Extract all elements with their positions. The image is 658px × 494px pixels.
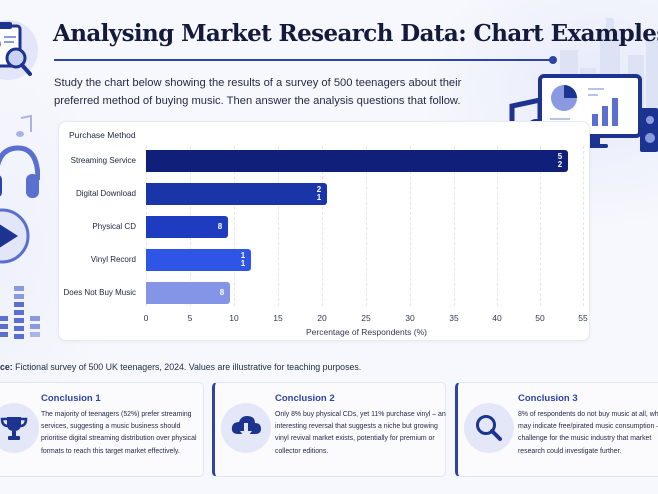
bar-value-label: 8 xyxy=(217,222,223,231)
gridline xyxy=(366,146,367,306)
conclusion-card-3: Conclusion 3 8% of respondents do not bu… xyxy=(455,382,658,477)
bar-vinyl-record[interactable]: 11 xyxy=(146,249,251,271)
conclusion-card-1: Conclusion 1 The majority of teenagers (… xyxy=(0,382,204,477)
y-axis-title: Purchase Method xyxy=(69,130,136,140)
x-tick: 50 xyxy=(535,313,545,323)
category-label: Does Not Buy Music xyxy=(63,288,136,297)
play-button-icon xyxy=(0,208,30,264)
x-tick: 30 xyxy=(405,313,415,323)
page-title: Analysing Market Research Data: Chart Ex… xyxy=(53,20,658,47)
x-tick: 40 xyxy=(492,313,502,323)
bar-value-label: 52 xyxy=(557,152,563,169)
bar-value-label: 21 xyxy=(316,185,322,202)
gridline xyxy=(497,146,498,306)
bar-does-not-buy-music[interactable]: 8 xyxy=(146,282,230,304)
category-label: Digital Download xyxy=(75,189,136,198)
x-axis-title: Percentage of Respondents (%) xyxy=(306,327,427,337)
x-tick: 55 xyxy=(578,313,588,323)
x-tick: 10 xyxy=(229,313,239,323)
source-note: ce: Fictional survey of 500 UK teenagers… xyxy=(0,362,361,372)
bar-physical-cd[interactable]: 8 xyxy=(146,216,228,238)
x-tick: 35 xyxy=(449,313,459,323)
source-prefix: ce: xyxy=(0,362,13,372)
conclusion-text: Only 8% buy physical CDs, yet 11% purcha… xyxy=(275,411,446,455)
equalizer-icon xyxy=(0,286,40,339)
gridline xyxy=(234,146,235,306)
gridline xyxy=(540,146,541,306)
x-tick: 20 xyxy=(317,313,327,323)
gridline xyxy=(278,146,279,306)
conclusion-title: Conclusion 2 xyxy=(275,393,335,404)
title-underline-dot xyxy=(549,56,557,64)
gridline xyxy=(583,146,584,306)
bar-value-label: 11 xyxy=(240,251,246,268)
conclusion-text: The majority of teenagers (52%) prefer s… xyxy=(41,411,197,455)
source-text: Fictional survey of 500 UK teenagers, 20… xyxy=(12,362,362,372)
magnifier-icon xyxy=(464,403,514,453)
x-tick: 25 xyxy=(361,313,371,323)
bar-streaming-service[interactable]: 52 xyxy=(146,150,568,172)
title-underline xyxy=(54,59,554,61)
category-label: Physical CD xyxy=(92,222,136,231)
conclusion-text: 8% of respondents do not buy music at al… xyxy=(518,411,658,455)
x-tick: 0 xyxy=(143,313,149,323)
music-note-icon xyxy=(16,114,32,137)
gridline xyxy=(454,146,455,306)
cloud-download-icon xyxy=(221,403,271,453)
conclusion-title: Conclusion 3 xyxy=(518,393,578,404)
trophy-icon xyxy=(0,403,39,453)
headphones-icon xyxy=(0,145,40,198)
clipboard-analysis-icon xyxy=(0,20,38,80)
conclusion-card-2: Conclusion 2 Only 8% buy physical CDs, y… xyxy=(212,382,446,477)
category-label: Vinyl Record xyxy=(90,255,136,264)
speaker-icon xyxy=(640,108,658,152)
category-label: Streaming Service xyxy=(70,156,136,165)
gridline xyxy=(322,146,323,306)
conclusion-title: Conclusion 1 xyxy=(41,393,101,404)
x-tick: 15 xyxy=(273,313,283,323)
bar-digital-download[interactable]: 21 xyxy=(146,183,327,205)
gridline xyxy=(410,146,411,306)
intro-text: Study the chart below showing the result… xyxy=(54,77,462,107)
x-tick: 5 xyxy=(187,313,193,323)
bar-value-label: 8 xyxy=(219,288,225,297)
